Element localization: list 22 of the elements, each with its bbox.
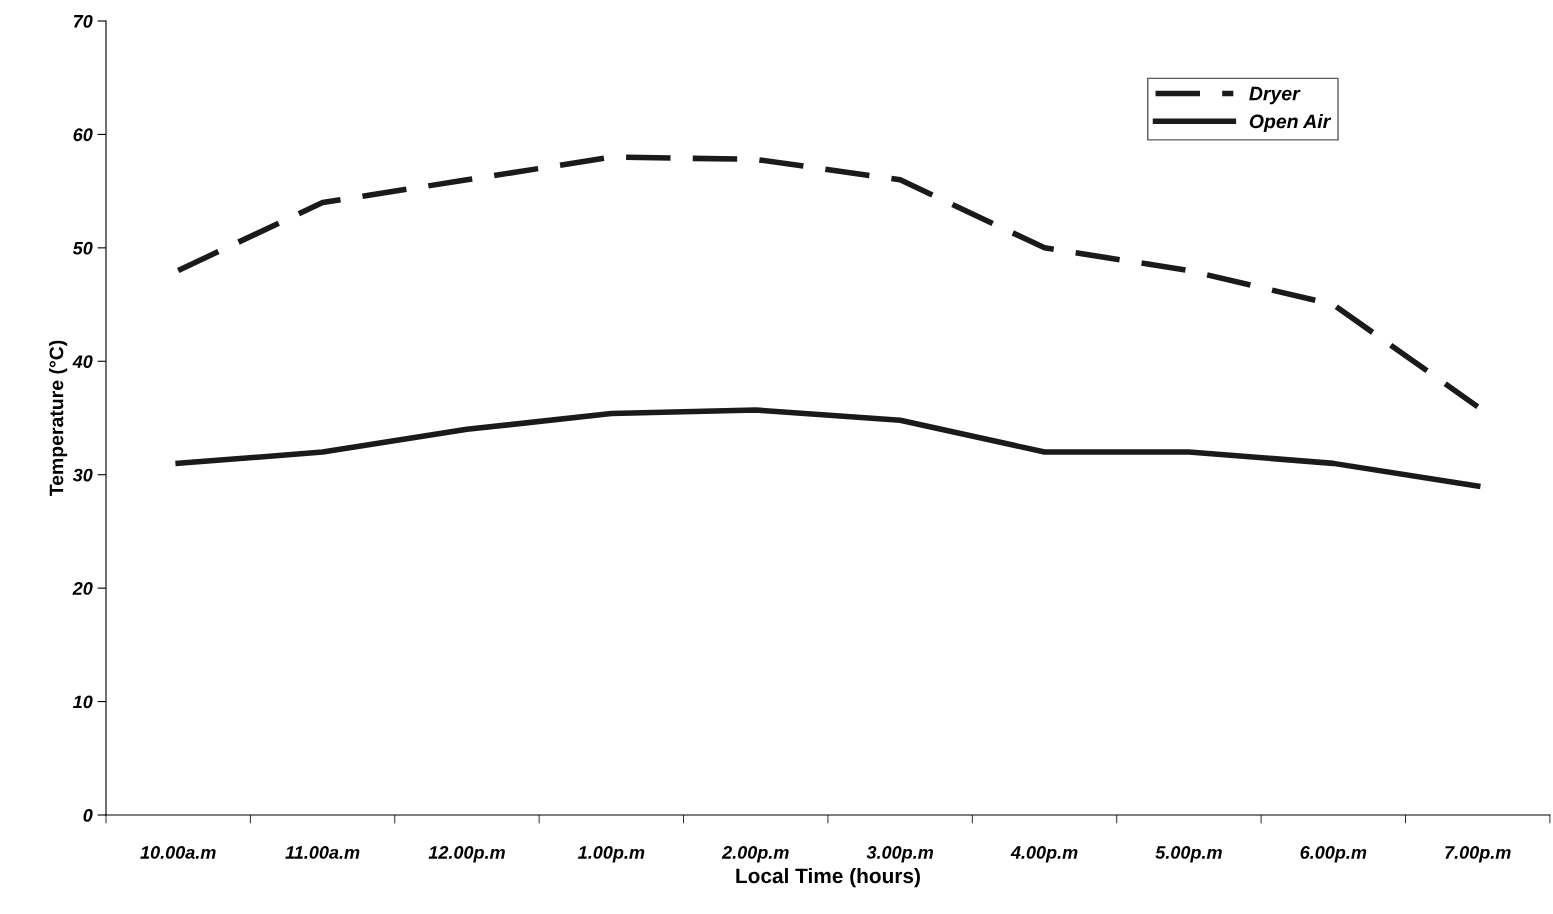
x-tick-label: 11.00a.m — [285, 846, 360, 859]
y-tick-label: 40 — [72, 355, 93, 369]
x-tick-label: 2.00p.m — [721, 846, 789, 863]
x-tick-label: 12.00p.m — [428, 846, 505, 863]
y-tick-label: 30 — [72, 468, 93, 482]
x-tick-label: 10.00a.m — [140, 846, 216, 859]
x-tick-label: 4.00p.m — [1010, 846, 1078, 863]
x-axis-title: Local Time (hours) — [736, 867, 920, 888]
x-tick-label: 6.00p.m — [1300, 846, 1367, 863]
y-tick-label: 50 — [72, 241, 93, 255]
y-axis-title: Temperature (°C) — [49, 340, 68, 497]
y-tick-label: 70 — [73, 14, 93, 28]
legend-label: Dryer — [1249, 86, 1301, 105]
y-tick-label: 20 — [72, 582, 93, 595]
x-tick-label: 7.00p.m — [1445, 846, 1511, 863]
y-tick-label: 0 — [83, 808, 93, 822]
x-tick-label: 3.00p.m — [866, 846, 934, 863]
x-tick-label: 5.00p.m — [1155, 846, 1222, 863]
x-tick-label: 1.00p.m — [578, 846, 645, 863]
legend-label: Open Air — [1249, 113, 1332, 133]
y-tick-label: 10 — [73, 695, 93, 709]
y-tick-label: 60 — [73, 128, 93, 142]
